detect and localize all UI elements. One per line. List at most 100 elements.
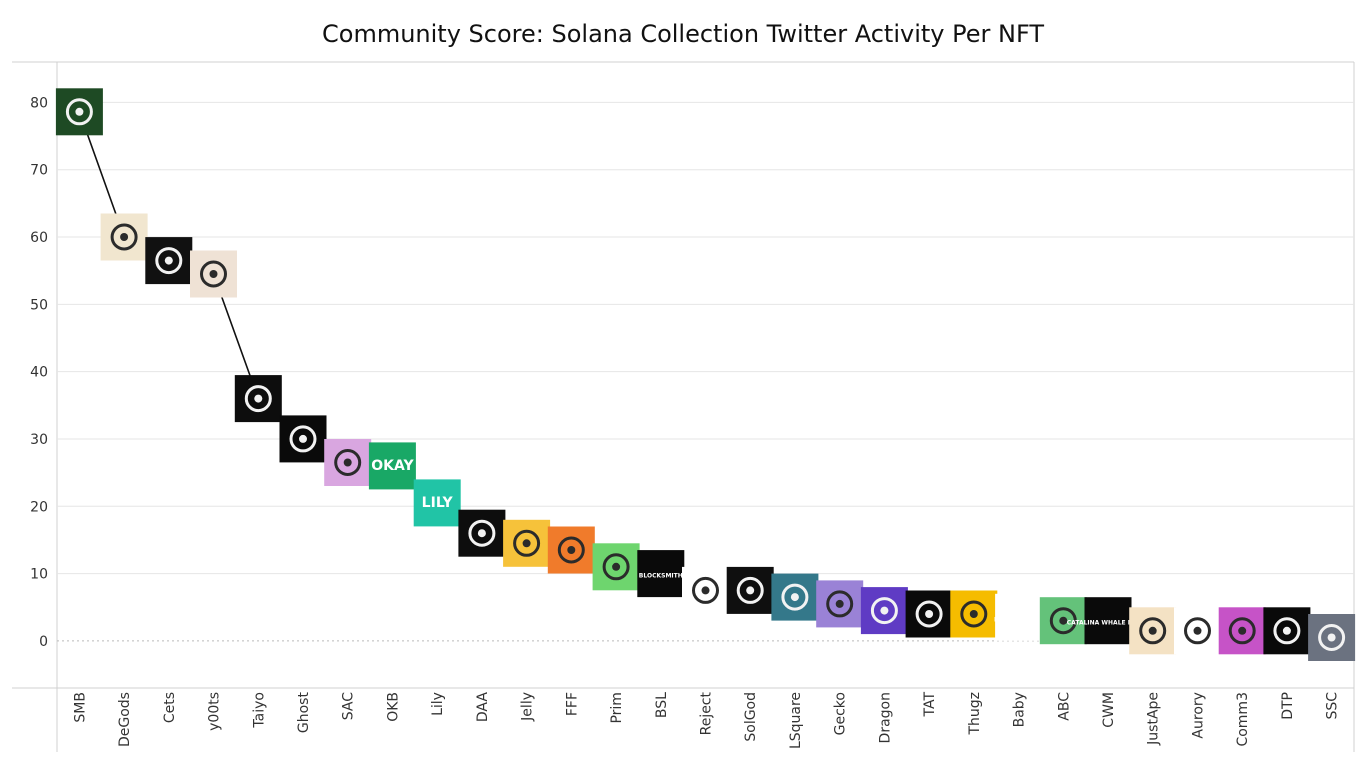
y-tick-label: 0 — [39, 634, 48, 650]
x-tick-label: Taiyo — [251, 692, 267, 729]
x-tick-label: BSL — [654, 692, 670, 718]
marker-emblem — [1139, 617, 1167, 645]
marker-emblem-dot — [1193, 626, 1202, 635]
marker-emblem-dot — [120, 233, 129, 241]
x-tick-label: Dragon — [877, 692, 893, 743]
x-tick-label: SMB — [72, 692, 88, 723]
plot-frame — [12, 61, 1355, 752]
x-tick-label: Jelly — [520, 692, 536, 722]
data-markers: OKAY LILY BLOCKSMITH MONKEY BABY CATALINA WH… — [55, 88, 1356, 661]
marker-okb: OKAY — [368, 442, 416, 490]
marker-emblem — [155, 247, 183, 275]
x-tick-label: JustApe — [1146, 692, 1162, 746]
marker-emblem — [692, 576, 719, 604]
marker-emblem — [915, 600, 943, 628]
x-tick-label: Thugz — [967, 692, 983, 736]
x-tick-label: OKB — [385, 692, 401, 722]
x-tick-label: Gecko — [833, 692, 849, 735]
marker-baby: MONKEY BABY — [994, 593, 1044, 641]
marker-bg — [368, 442, 416, 490]
marker-emblem-dot — [880, 606, 889, 615]
x-tick-label: DTP — [1280, 692, 1296, 720]
marker-solgod — [726, 566, 774, 614]
marker-emblem-dot — [1238, 626, 1247, 635]
marker-cwm: CATALINA WHALE MIXER — [1067, 597, 1150, 645]
x-tick-label: Aurory — [1191, 692, 1207, 739]
marker-dtp — [1263, 607, 1311, 655]
marker-comm3 — [1218, 607, 1266, 655]
marker-ghost — [279, 415, 327, 463]
x-tick-label: TAT — [922, 692, 938, 718]
marker-logo-text: CATALINA WHALE MIXER — [1067, 620, 1150, 627]
marker-emblem — [1318, 624, 1346, 651]
marker-fff — [547, 526, 595, 574]
marker-emblem-dot — [746, 586, 755, 595]
marker-emblem-dot — [835, 599, 844, 608]
marker-thugz — [950, 590, 998, 638]
y-tick-label: 60 — [30, 230, 48, 246]
marker-aurory — [1174, 607, 1221, 655]
marker-abc — [1039, 597, 1087, 645]
marker-y00ts — [190, 250, 237, 298]
marker-emblem-dot — [969, 610, 978, 618]
marker-logo-text: BLOCKSMITH — [639, 573, 683, 580]
gridlines — [57, 101, 1354, 642]
marker-emblem-dot — [1059, 616, 1068, 625]
marker-emblem — [289, 425, 317, 453]
marker-emblem — [513, 529, 541, 557]
marker-emblem — [1184, 617, 1211, 645]
marker-emblem — [602, 553, 630, 581]
marker-emblem-dot — [1148, 626, 1157, 635]
series-line — [78, 111, 1332, 639]
marker-emblem — [960, 600, 988, 628]
marker-prim — [592, 543, 640, 591]
x-tick-label: Cets — [162, 692, 178, 723]
marker-emblem-dot — [477, 529, 486, 538]
marker-emblem-dot — [790, 593, 799, 602]
marker-jelly — [503, 519, 551, 567]
marker-bg — [413, 479, 461, 527]
x-tick-label: CWM — [1101, 692, 1117, 728]
marker-sac — [324, 439, 372, 486]
x-tick-label: DeGods — [117, 692, 133, 747]
marker-bsl: BLOCKSMITH — [637, 550, 685, 598]
marker-emblem — [200, 260, 227, 288]
x-tick-label: ABC — [1056, 692, 1072, 721]
x-tick-label: SAC — [341, 692, 357, 720]
y-tick-label: 80 — [30, 95, 48, 111]
marker-emblem-dot — [567, 546, 576, 554]
marker-emblem — [244, 385, 272, 413]
marker-reject — [682, 566, 729, 614]
marker-daa — [458, 509, 506, 557]
marker-emblem — [870, 597, 898, 625]
marker-emblem-dot — [209, 270, 218, 278]
marker-bg — [637, 550, 685, 598]
marker-logo-text: LILY — [422, 495, 454, 511]
marker-emblem-dot — [925, 610, 934, 618]
y-tick-label: 30 — [30, 432, 48, 448]
x-tick-label: y00ts — [207, 692, 223, 731]
marker-emblem — [468, 519, 496, 547]
marker-emblem-dot — [701, 586, 710, 595]
x-tick-label: SolGod — [743, 692, 759, 742]
marker-lily: LILY — [413, 479, 461, 527]
x-tick-label: LSquare — [788, 692, 804, 749]
marker-smb — [55, 88, 103, 136]
marker-emblem-dot — [254, 394, 263, 403]
y-tick-label: 10 — [30, 567, 48, 583]
marker-gecko — [816, 580, 864, 628]
x-tick-label: DAA — [475, 692, 491, 723]
marker-taiyo — [234, 375, 282, 423]
y-tick-label: 40 — [30, 365, 48, 381]
x-tick-label: Lily — [430, 692, 446, 716]
marker-bg — [1084, 597, 1132, 645]
marker-emblem — [1273, 617, 1301, 645]
x-tick-label: Prim — [609, 692, 625, 723]
marker-emblem-dot — [612, 562, 621, 571]
marker-emblem-dot — [1327, 633, 1336, 642]
marker-emblem-dot — [343, 458, 352, 467]
marker-ssc — [1308, 614, 1356, 661]
marker-emblem — [557, 536, 585, 564]
marker-emblem — [1049, 607, 1077, 635]
